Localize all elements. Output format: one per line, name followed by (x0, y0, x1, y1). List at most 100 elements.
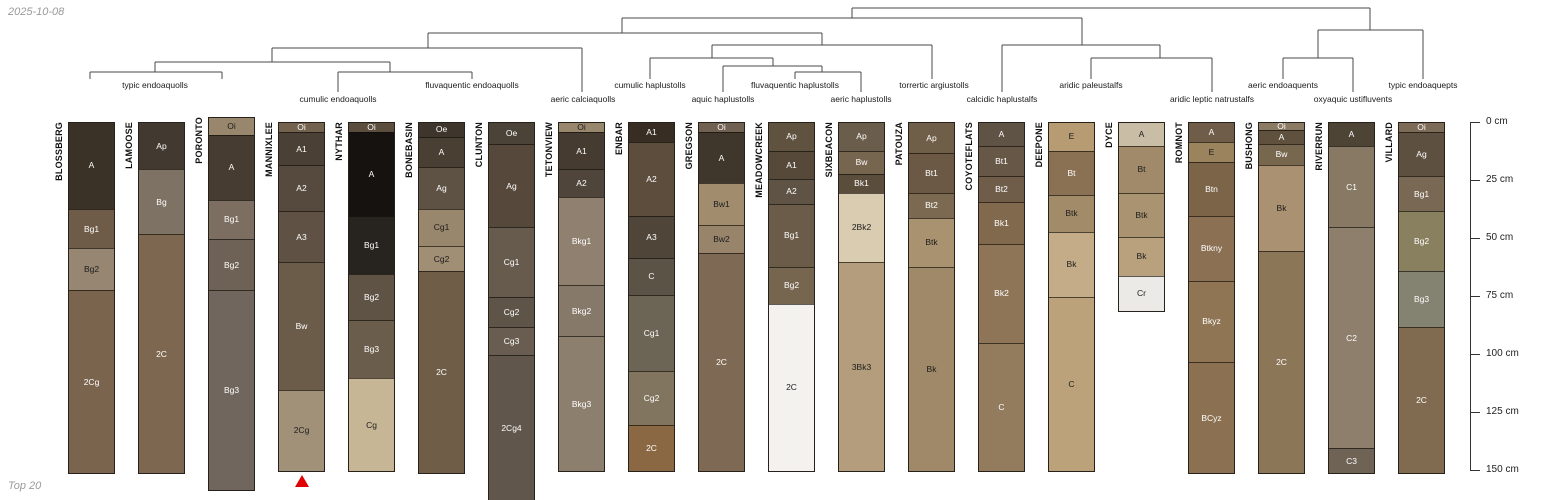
horizon-a: A (209, 134, 254, 200)
depth-tick-label-75: 75 cm (1486, 290, 1514, 301)
horizon-bk: Bk (1049, 232, 1094, 297)
taxon-label-8: aeric haplustolls (830, 94, 892, 104)
horizon-ag: Ag (419, 167, 464, 209)
horizon-bkg2: Bkg2 (559, 285, 604, 337)
profile-name-tetonview: TETONVIEW (544, 122, 554, 178)
highlight-marker-icon (294, 475, 309, 487)
horizon-btk: Btk (1049, 194, 1094, 233)
horizon-cg3: Cg3 (489, 327, 534, 355)
profile-name-patouza: PATOUZA (894, 122, 904, 166)
depth-tick-label-0: 0 cm (1486, 116, 1508, 127)
horizon-c: C (629, 257, 674, 295)
profile-name-riverrun: RIVERRUN (1314, 122, 1324, 171)
horizon-cg1: Cg1 (419, 208, 464, 246)
profile-name-enbar: ENBAR (614, 122, 624, 156)
horizon-e: E (1189, 141, 1234, 163)
horizon-oi: Oi (279, 123, 324, 133)
horizon-a3: A3 (279, 211, 324, 263)
horizon-bw: Bw (1259, 143, 1304, 165)
horizon-bcyz: BCyz (1189, 361, 1234, 474)
horizon-oi: Oi (349, 123, 394, 133)
horizon-a: A (1329, 123, 1374, 147)
horizon-bkyz: Bkyz (1189, 280, 1234, 362)
soil-profile-villard: Oi Ag Bg1 Bg2 Bg3 2C (1398, 122, 1445, 475)
taxon-label-10: calcidic haplustalfs (966, 94, 1038, 104)
soil-profile-romnot: A E Btn Btkny Bkyz BCyz (1188, 122, 1235, 475)
horizon-btk: Btk (909, 218, 954, 267)
taxon-label-3: fluvaquentic endoaquolls (425, 80, 519, 90)
horizon-bg2: Bg2 (1399, 211, 1444, 272)
profile-name-deepone: DEEPONE (1034, 122, 1044, 168)
horizon-bk1: Bk1 (979, 201, 1024, 244)
horizon-a: A (69, 123, 114, 209)
profile-name-bushong: BUSHONG (1244, 122, 1254, 170)
horizon-bk: Bk (1259, 164, 1304, 251)
horizon-a: A (979, 123, 1024, 147)
depth-tick-label-50: 50 cm (1486, 232, 1514, 243)
horizon-bk: Bk (909, 266, 954, 471)
horizon-bg3: Bg3 (349, 320, 394, 379)
soil-profile-coyoteflats: A Bt1 Bt2 Bk1 Bk2 C (978, 122, 1025, 472)
horizon-bk2: Bk2 (979, 243, 1024, 344)
horizon-a1: A1 (559, 132, 604, 170)
soil-profile-deepone: E Bt Btk Bk C (1048, 122, 1095, 472)
horizon-oe: Oe (419, 123, 464, 137)
taxon-label-14: oxyaquic ustifluvents (1313, 94, 1393, 104)
soil-profile-tetonview: Oi A1 A2 Bkg1 Bkg2 Bkg3 (558, 122, 605, 472)
horizon-a1: A1 (769, 150, 814, 179)
horizon-bg1: Bg1 (69, 208, 114, 249)
soil-profile-poronto: Oi A Bg1 Bg2 Bg3 (208, 117, 255, 491)
profile-name-villard: VILLARD (1384, 122, 1394, 163)
horizon-bk1: Bk1 (839, 174, 884, 193)
horizon-2c: 2C (139, 234, 184, 474)
soil-profile-nythar: Oi A Bg1 Bg2 Bg3 Cg (348, 122, 395, 472)
horizon-bw: Bw (279, 262, 324, 390)
horizon-cg2: Cg2 (419, 245, 464, 272)
profile-name-lamoose: LAMOOSE (124, 122, 134, 169)
horizon-a: A (1259, 129, 1304, 144)
horizon-a2: A2 (769, 178, 814, 205)
soil-profile-sixbeacon: Ap Bw Bk1 2Bk2 3Bk3 (838, 122, 885, 472)
profile-name-gregson: GREGSON (684, 122, 694, 170)
horizon-btkny: Btkny (1189, 215, 1234, 281)
profile-name-clunton: CLUNTON (474, 122, 484, 168)
horizon-a2: A2 (629, 141, 674, 216)
horizon-cr: Cr (1119, 276, 1164, 311)
horizon-2c: 2C (699, 252, 744, 471)
horizon-cg: Cg (349, 378, 394, 471)
horizon-bk: Bk (1119, 236, 1164, 277)
profile-name-dyce: DYCE (1104, 122, 1114, 148)
horizon-a: A (1119, 123, 1164, 147)
depth-tick-label-125: 125 cm (1486, 406, 1519, 417)
horizon-bg1: Bg1 (209, 199, 254, 239)
taxon-label-2: cumulic endoaquolls (299, 94, 377, 104)
horizon-bw2: Bw2 (699, 225, 744, 253)
profile-name-coyoteflats: COYOTEFLATS (964, 122, 974, 191)
horizon-2c: 2C (1399, 327, 1444, 474)
profile-name-nythar: NYTHAR (334, 122, 344, 161)
horizon-oi: Oi (1399, 123, 1444, 133)
horizon-cg1: Cg1 (629, 294, 674, 372)
horizon-bt2: Bt2 (979, 176, 1024, 202)
horizon-bg2: Bg2 (209, 238, 254, 291)
taxon-label-15: typic endoaquepts (1388, 80, 1458, 90)
horizon-ap: Ap (839, 123, 884, 151)
soil-profile-bonebasin: Oe A Ag Cg1 Cg2 2C (418, 122, 465, 475)
profile-name-mannixlee: MANNIXLEE (264, 122, 274, 177)
depth-tick-25 (1470, 180, 1480, 181)
horizon-a1: A1 (629, 123, 674, 142)
horizon-3bk3: 3Bk3 (839, 262, 884, 471)
horizon-bkg3: Bkg3 (559, 336, 604, 471)
horizon-bg1: Bg1 (769, 204, 814, 267)
horizon-bt1: Bt1 (979, 146, 1024, 177)
horizon-ap: Ap (769, 123, 814, 151)
horizon-oi: Oi (699, 123, 744, 133)
profile-name-romnot: ROMNOT (1174, 122, 1184, 164)
soil-profile-clunton: Oe Ag Cg1 Cg2 Cg3 2Cg4 (488, 122, 535, 500)
horizon-bt1: Bt1 (909, 153, 954, 193)
horizon-cg1: Cg1 (489, 227, 534, 297)
horizon-btk: Btk (1119, 192, 1164, 237)
horizon-bg3: Bg3 (1399, 271, 1444, 328)
taxon-label-7: fluvaquentic haplustolls (751, 80, 839, 90)
